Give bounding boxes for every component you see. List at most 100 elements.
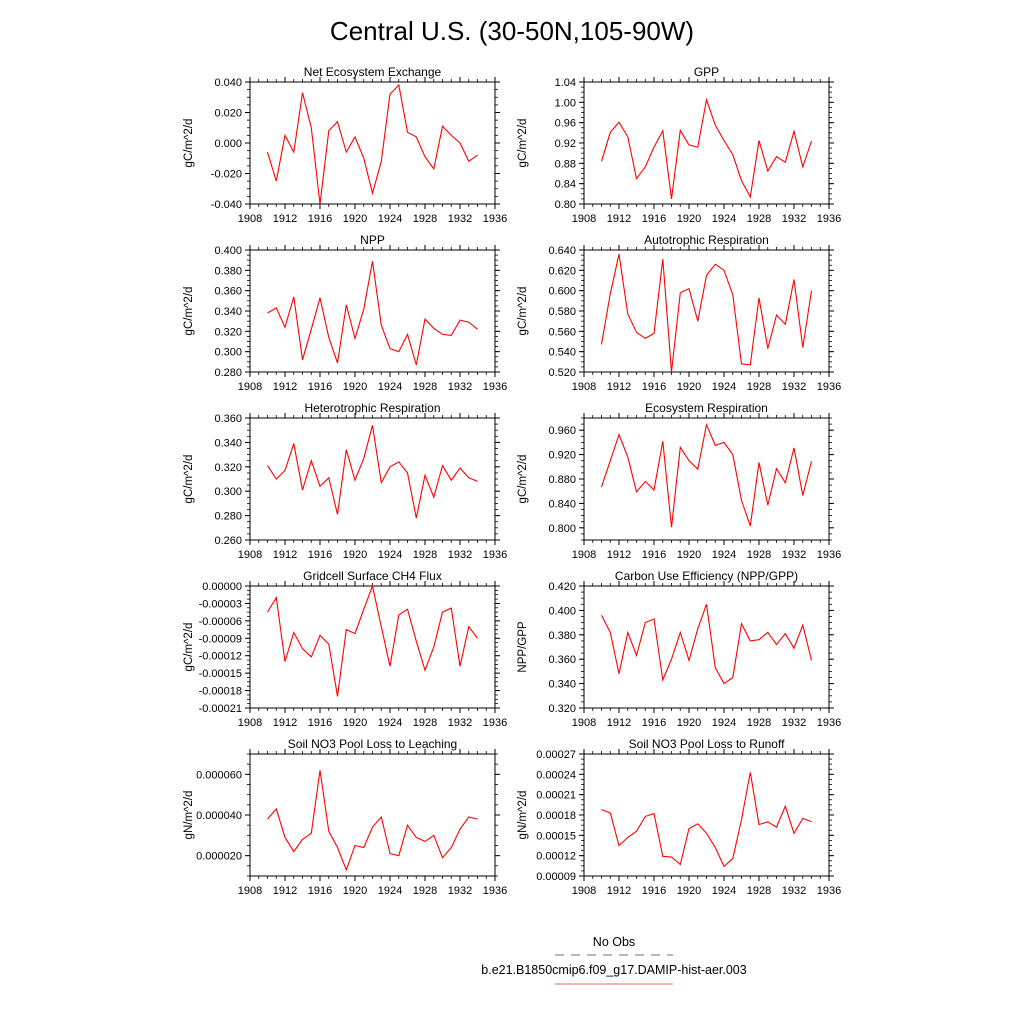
y-axis-label: gC/m^2/d [183,287,195,336]
panels: Net Ecosystem Exchange gC/m^2/d 1908 1912 19… [183,65,841,897]
x-tick-label: 1936 [483,885,507,897]
y-tick-label: 0.340 [548,679,576,691]
x-tick-label: 1920 [343,885,367,897]
series-line [266,83,478,205]
x-tick-label: 1924 [712,549,736,561]
x-tick-label: 1916 [308,213,332,225]
chart-title: Ecosystem Respiration [645,401,768,415]
y-tick-label: 0.280 [214,367,242,379]
y-tick-label: 0.96 [555,118,576,130]
y-tick-label: 0.00009 [536,871,576,883]
x-tick-label: 1920 [677,213,701,225]
y-tick-label: -0.00003 [199,598,242,610]
y-tick-label: -0.040 [211,199,242,211]
y-tick-label: 0.380 [214,265,242,277]
chart-panel-7: Carbon Use Efficiency (NPP/GPP) NPP/GPP 19… [517,569,841,729]
x-tick-label: 1924 [378,885,402,897]
x-tick-label: 1928 [747,213,771,225]
legend-label-no-obs: No Obs [593,935,635,949]
x-tick-label: 1916 [308,717,332,729]
series-line [600,253,813,373]
y-tick-label: 1.04 [555,77,576,89]
series-line [267,770,478,872]
x-tick-label: 1916 [308,549,332,561]
y-axis-label: gC/m^2/d [183,623,195,672]
y-tick-label: 0.88 [555,158,576,170]
x-tick-label: 1920 [343,549,367,561]
y-tick-label: 0.84 [555,179,576,191]
x-tick-label: 1928 [413,213,437,225]
x-tick-label: 1936 [483,549,507,561]
y-tick-label: 0.280 [214,511,242,523]
y-tick-label: 0.000020 [196,851,242,863]
y-axis-label: gC/m^2/d [183,455,195,504]
y-tick-label: 0.400 [214,245,242,257]
y-tick-label: 0.020 [214,108,242,120]
series-line [601,604,813,685]
x-tick-label: 1932 [448,885,472,897]
x-tick-label: 1924 [712,381,736,393]
y-tick-label: 0.640 [548,245,576,257]
y-tick-label: 0.600 [548,286,576,298]
chart-title: Heterotrophic Respiration [304,401,440,415]
y-tick-label: 0.300 [214,486,242,498]
y-tick-label: 0.580 [548,306,576,318]
x-tick-label: 1924 [378,213,402,225]
x-tick-label: 1912 [273,381,297,393]
x-tick-label: 1916 [308,381,332,393]
x-tick-label: 1936 [483,381,507,393]
y-tick-label: 0.620 [548,265,576,277]
y-tick-label: 0.00015 [536,830,576,842]
x-tick-label: 1912 [607,213,631,225]
y-tick-label: 0.000040 [196,810,242,822]
x-tick-label: 1932 [448,717,472,729]
x-tick-label: 1924 [712,717,736,729]
chart-panel-1: GPP gC/m^2/d 1908 1912 1916 1920 1924 1928 1932 1… [517,65,841,225]
x-tick-label: 1912 [607,885,631,897]
x-tick-label: 1932 [782,885,806,897]
x-tick-label: 1912 [273,549,297,561]
x-tick-label: 1912 [607,381,631,393]
x-tick-label: 1908 [572,717,596,729]
x-tick-label: 1908 [572,213,596,225]
x-tick-label: 1920 [677,885,701,897]
y-tick-label: 0.320 [214,326,242,338]
chart-panel-6: Gridcell Surface CH4 Flux gC/m^2/d 1908 191… [183,569,507,729]
y-tick-label: 0.00027 [536,749,576,761]
y-tick-label: -0.020 [211,169,242,181]
series-line [267,425,478,519]
y-tick-label: 0.800 [548,523,576,535]
x-tick-label: 1920 [343,717,367,729]
chart-title: Net Ecosystem Exchange [304,65,442,79]
x-tick-label: 1936 [817,213,841,225]
y-tick-label: 0.00021 [536,790,576,802]
y-tick-label: 0.420 [548,581,576,593]
y-tick-label: -0.00015 [199,668,242,680]
x-tick-label: 1916 [308,885,332,897]
x-tick-label: 1920 [677,549,701,561]
x-tick-label: 1916 [642,213,666,225]
y-axis-label: gN/m^2/d [183,791,195,840]
x-tick-label: 1920 [677,381,701,393]
y-tick-label: 0.000060 [196,769,242,781]
x-tick-label: 1936 [817,381,841,393]
x-tick-label: 1916 [642,381,666,393]
y-tick-label: 0.560 [548,326,576,338]
x-tick-label: 1928 [747,381,771,393]
x-tick-label: 1936 [817,549,841,561]
y-tick-label: 0.360 [214,286,242,298]
x-tick-label: 1924 [712,213,736,225]
x-tick-label: 1928 [747,885,771,897]
chart-panel-9: Soil NO3 Pool Loss to Runoff gN/m^2/d 1908… [517,737,841,897]
x-tick-label: 1932 [782,381,806,393]
chart-panel-2: NPP gC/m^2/d 1908 1912 1916 1920 1924 1928 1932 1… [183,233,507,393]
y-tick-label: 0.340 [214,306,242,318]
x-tick-label: 1924 [378,717,402,729]
y-tick-label: 0.300 [214,347,242,359]
series-line [601,772,812,868]
x-tick-label: 1908 [238,885,262,897]
y-tick-label: 0.040 [214,77,242,89]
x-tick-label: 1908 [572,885,596,897]
series-line [600,422,813,528]
